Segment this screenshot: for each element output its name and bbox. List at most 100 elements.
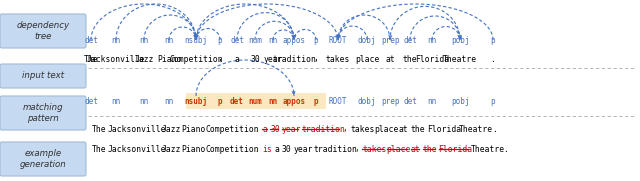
Text: The: The <box>92 125 107 134</box>
Text: dobj: dobj <box>358 96 376 106</box>
Text: ,: , <box>255 125 260 134</box>
Text: Jacksonville: Jacksonville <box>108 144 166 153</box>
Text: p: p <box>218 36 222 45</box>
Text: nn: nn <box>164 36 173 45</box>
Text: nn: nn <box>111 96 120 106</box>
Text: at: at <box>385 54 395 64</box>
Text: .: . <box>504 144 508 153</box>
Text: Competition: Competition <box>205 144 259 153</box>
Text: takes: takes <box>362 144 387 153</box>
Text: Jacksonville: Jacksonville <box>108 125 166 134</box>
Text: 30: 30 <box>282 144 292 153</box>
FancyBboxPatch shape <box>0 96 86 130</box>
Text: place: place <box>387 144 411 153</box>
Text: nn: nn <box>164 96 173 106</box>
Text: Jazz: Jazz <box>134 54 154 64</box>
Text: nsubj: nsubj <box>184 96 207 106</box>
Text: pobj: pobj <box>451 96 469 106</box>
Text: num: num <box>248 96 262 106</box>
Text: p: p <box>314 36 318 45</box>
Text: nsubj: nsubj <box>184 36 207 45</box>
Text: the: the <box>422 144 437 153</box>
Text: 30: 30 <box>250 54 260 64</box>
Text: ,: , <box>314 54 319 64</box>
Text: Jazz: Jazz <box>161 125 180 134</box>
FancyBboxPatch shape <box>186 93 326 109</box>
FancyBboxPatch shape <box>0 14 86 48</box>
Text: pobj: pobj <box>451 36 469 45</box>
Text: Florida: Florida <box>427 125 461 134</box>
Text: Piano: Piano <box>181 144 205 153</box>
Text: matching
pattern: matching pattern <box>22 103 63 123</box>
FancyBboxPatch shape <box>0 142 86 176</box>
Text: Piano: Piano <box>157 54 181 64</box>
Text: det: det <box>84 36 98 45</box>
Text: example
generation: example generation <box>20 149 67 169</box>
Text: dependency
tree: dependency tree <box>17 21 70 41</box>
Text: Competition: Competition <box>205 125 259 134</box>
Text: nn: nn <box>428 36 436 45</box>
Text: prep: prep <box>381 96 399 106</box>
Text: Theatre: Theatre <box>471 144 505 153</box>
Text: year: year <box>294 144 313 153</box>
Text: nn: nn <box>428 96 436 106</box>
Text: the: the <box>403 54 417 64</box>
Text: Theatre: Theatre <box>443 54 477 64</box>
Text: ,: , <box>218 54 223 64</box>
Text: place: place <box>355 54 379 64</box>
Text: det: det <box>84 96 98 106</box>
Text: appos: appos <box>282 96 305 106</box>
Text: takes: takes <box>351 125 375 134</box>
Text: The: The <box>92 144 107 153</box>
Text: ,: , <box>355 144 360 153</box>
Text: nn: nn <box>140 36 148 45</box>
Text: a: a <box>262 125 268 134</box>
Text: p: p <box>218 96 222 106</box>
Text: Competition: Competition <box>169 54 223 64</box>
Text: ,: , <box>343 125 348 134</box>
Text: year: year <box>282 125 301 134</box>
Text: a: a <box>235 54 239 64</box>
Text: det: det <box>230 96 244 106</box>
Text: Florida: Florida <box>415 54 449 64</box>
Text: year: year <box>263 54 283 64</box>
Text: dobj: dobj <box>358 36 376 45</box>
Text: input text: input text <box>22 71 64 81</box>
Text: nn: nn <box>268 36 278 45</box>
Text: num: num <box>248 36 262 45</box>
Text: the: the <box>411 125 426 134</box>
Text: nn: nn <box>111 36 120 45</box>
Text: ROOT: ROOT <box>329 36 348 45</box>
Text: tradition: tradition <box>314 144 358 153</box>
Text: Florida: Florida <box>438 144 472 153</box>
Text: Piano: Piano <box>181 125 205 134</box>
Text: The: The <box>84 54 99 64</box>
Text: ,: , <box>255 144 260 153</box>
Text: .: . <box>491 54 495 64</box>
Text: .: . <box>492 125 497 134</box>
Text: takes: takes <box>326 54 350 64</box>
Text: p: p <box>491 36 495 45</box>
FancyBboxPatch shape <box>0 64 86 88</box>
Text: Theatre: Theatre <box>460 125 493 134</box>
Text: at: at <box>411 144 420 153</box>
Text: det: det <box>230 36 244 45</box>
Text: Jazz: Jazz <box>161 144 180 153</box>
Text: p: p <box>491 96 495 106</box>
Text: nn: nn <box>140 96 148 106</box>
Text: nn: nn <box>268 96 278 106</box>
Text: is: is <box>262 144 272 153</box>
Text: at: at <box>399 125 409 134</box>
Text: tradition: tradition <box>272 54 316 64</box>
Text: appos: appos <box>282 36 305 45</box>
Text: det: det <box>403 96 417 106</box>
Text: prep: prep <box>381 36 399 45</box>
Text: Jacksonville: Jacksonville <box>87 54 145 64</box>
Text: det: det <box>403 36 417 45</box>
Text: ROOT: ROOT <box>329 96 348 106</box>
Text: 30: 30 <box>270 125 280 134</box>
Text: tradition: tradition <box>302 125 346 134</box>
Text: p: p <box>314 96 318 106</box>
Text: place: place <box>374 125 399 134</box>
Text: a: a <box>274 144 279 153</box>
